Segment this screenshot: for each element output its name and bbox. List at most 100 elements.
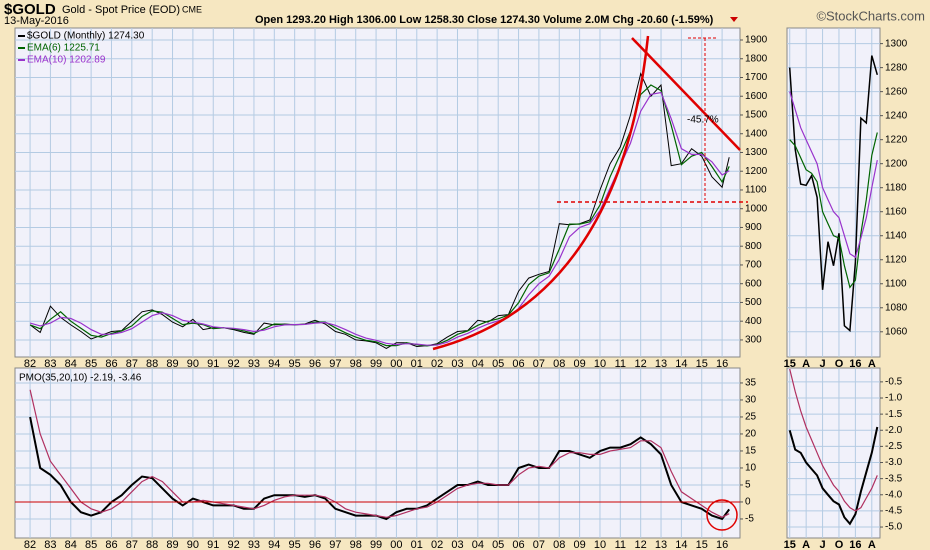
y-tick-label: 5 [745,480,751,491]
series-line [29,84,730,347]
x-tick-label: 12 [635,358,647,370]
trend-line [631,37,741,151]
x-tick-label: 09 [573,539,585,550]
y-tick-label: 1140 [885,230,907,241]
x-tick-label: A [868,539,876,550]
symbol: $GOLD [4,1,56,18]
y-tick-label: 800 [745,241,762,252]
panel-title: PMO(35,20,10) -2.19, -3.46 [19,373,142,384]
series-line [789,91,878,259]
x-tick-label: 05 [492,358,504,370]
x-tick-label: 03 [451,539,463,550]
x-tick-label: 16 [849,539,861,550]
x-tick-label: A [802,539,810,550]
x-tick-label: 93 [248,539,260,550]
y-tick-label: -5 [745,514,754,525]
drop-marker [688,37,717,200]
x-tick-label: 15 [696,358,708,370]
x-tick-label: 13 [655,539,667,550]
x-tick-label: 88 [146,358,158,370]
legend-entry: EMA(6) 1225.71 [27,43,100,54]
x-tick-label: 93 [248,358,260,370]
highlight-circle [706,499,738,531]
x-tick-label: 90 [187,358,199,370]
x-tick-label: 04 [472,539,484,550]
x-tick-label: 04 [472,358,484,370]
series-line [789,368,878,512]
y-tick-label: 500 [745,297,762,308]
annotations [15,35,748,531]
x-tick-label: 11 [615,358,626,370]
x-tick-label: 13 [655,358,667,370]
x-tick-label: 85 [85,358,97,370]
x-tick-label: 92 [227,539,239,550]
y-tick-label: 1400 [745,128,768,139]
x-tick-label: 96 [309,358,321,370]
legend-entry: EMA(10) 1202.89 [27,55,106,66]
plot-area [786,27,881,358]
x-tick-label: 16 [716,539,728,550]
x-tick-label: 16 [716,358,728,370]
y-tick-label: 1240 [885,110,908,121]
x-tick-label: 96 [309,539,321,550]
y-tick-label: 1280 [885,62,908,73]
x-tick-label: 87 [126,539,138,550]
y-tick-label: -5.0 [885,522,903,533]
y-tick-label: 1600 [745,91,768,102]
y-tick-label: 1080 [885,302,908,313]
x-tick-label: 14 [675,539,687,550]
y-tick-label: 1060 [885,326,908,337]
y-tick-label: 1100 [745,185,767,196]
plot-area [786,367,881,539]
y-tick-label: 10 [745,463,757,474]
x-tick-label: 99 [370,539,382,550]
x-tick-label: 09 [573,358,585,370]
date: 13-May-2016 [4,15,69,27]
exchange: CME [182,4,202,14]
x-tick-label: 88 [146,539,158,550]
x-tick-label: 07 [533,539,545,550]
x-tick-label: J [819,358,825,370]
instrument-name: Gold - Spot Price (EOD) [62,4,180,16]
legend-entry: $GOLD (Monthly) 1274.30 [27,31,145,42]
y-tick-label: -2.5 [885,441,903,452]
x-tick-label: 91 [207,539,219,550]
series-line [29,416,731,521]
x-tick-label: 84 [65,539,77,550]
x-tick-label: 86 [105,539,117,550]
y-tick-label: -4.0 [885,489,903,500]
y-tick-label: 0 [745,497,751,508]
x-tick-label: 82 [24,358,36,370]
y-tick-label: 20 [745,429,757,440]
y-tick-label: 1000 [745,203,768,214]
x-tick-label: 02 [431,358,443,370]
y-tick-label: -1.0 [885,393,903,404]
series-line [789,132,878,289]
x-tick-label: 10 [594,358,606,370]
x-tick-label: 95 [289,358,301,370]
x-tick-label: 10 [594,539,606,550]
series-line [29,72,730,349]
y-tick-label: 1300 [885,38,908,49]
plot-area [14,367,741,539]
y-tick-label: 1300 [745,147,768,158]
x-tick-label: 83 [44,539,56,550]
annotation: -45.7% [687,115,719,126]
y-tick-label: 1200 [745,166,768,177]
x-tick-label: 11 [615,539,626,550]
series-line [29,389,730,518]
x-tick-label: 02 [431,539,443,550]
trend-curve [432,35,650,351]
y-tick-label: -0.5 [885,377,903,388]
x-tick-label: 00 [390,539,402,550]
y-tick-label: -3.5 [885,473,903,484]
y-tick-label: 1120 [885,254,907,265]
y-tick-label: 25 [745,412,757,423]
x-tick-label: A [802,358,810,370]
y-tick-label: 35 [745,378,757,389]
y-tick-label: 1160 [885,206,907,217]
x-tick-label: 92 [227,358,239,370]
x-tick-label: O [835,358,844,370]
y-tick-label: 1900 [745,35,768,46]
